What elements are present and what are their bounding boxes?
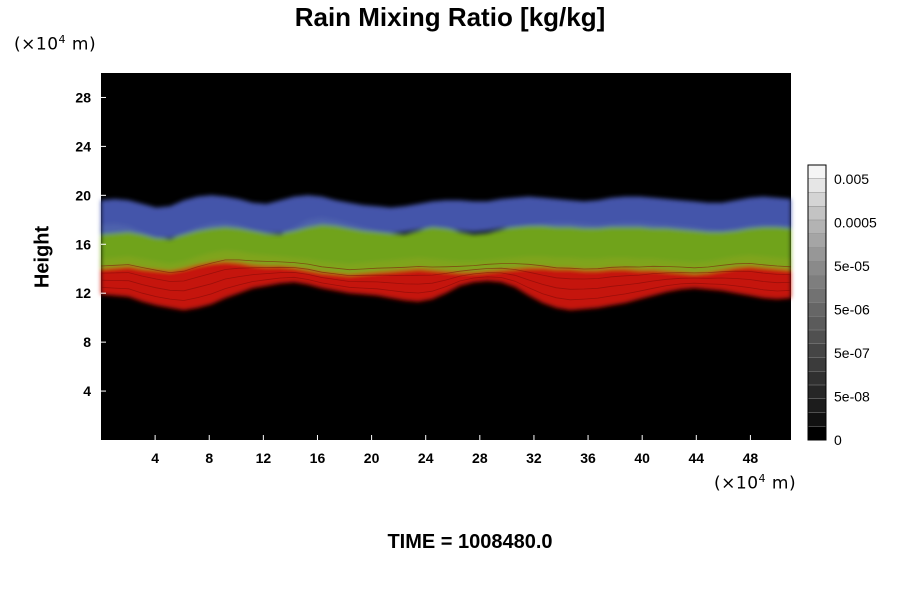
colorbar-swatch [808, 178, 826, 193]
colorbar-swatch [808, 330, 826, 345]
x-tick-label: 44 [689, 450, 705, 466]
colorbar-swatch [808, 192, 826, 207]
x-tick-label: 28 [472, 450, 488, 466]
y-tick-label: 28 [75, 89, 91, 105]
layer-green [101, 217, 791, 275]
x-tick-label: 36 [580, 450, 596, 466]
colorbar-label: 0.0005 [834, 215, 877, 231]
y-tick-label: 8 [83, 334, 91, 350]
red-streak [100, 266, 792, 282]
colorbar-swatch [808, 275, 826, 290]
colorbar-swatch [808, 371, 826, 386]
colorbar-swatch [808, 398, 826, 413]
colorbar-swatch [808, 247, 826, 262]
red-streak [100, 276, 792, 301]
x-tick-label: 16 [310, 450, 326, 466]
y-tick-label: 4 [83, 383, 91, 399]
x-axis-ticks: 4 8 12 16 20 24 28 32 36 40 44 48 [151, 435, 758, 466]
x-tick-label: 4 [151, 450, 159, 466]
colorbar-swatch [808, 385, 826, 400]
colorbar-label: 5e-08 [834, 389, 870, 405]
layer-blue [101, 195, 791, 239]
x-tick-label: 20 [364, 450, 380, 466]
colorbar-label: 0 [834, 432, 842, 448]
colorbar-swatch [808, 233, 826, 248]
x-tick-label: 24 [418, 450, 434, 466]
colorbar: 0.005 0.0005 5e-05 5e-06 5e-07 5e-08 0 [807, 164, 877, 448]
colorbar-swatch [808, 165, 826, 180]
y-unit-suffix: m) [66, 34, 97, 55]
y-unit-exponent: 4 [58, 33, 67, 46]
y-axis-ticks: 4 8 12 16 20 24 28 [75, 89, 106, 399]
colorbar-swatch [808, 220, 826, 235]
y-axis-unit: (×104 m) [14, 33, 96, 55]
x-tick-label: 12 [256, 450, 272, 466]
x-unit-prefix: (×10 [714, 473, 759, 494]
colorbar-swatch [808, 343, 826, 358]
x-unit-exponent: 4 [758, 472, 767, 485]
colorbar-label: 5e-05 [834, 258, 870, 274]
red-streak [100, 259, 792, 274]
colorbar-swatch [808, 302, 826, 317]
chart-title: Rain Mixing Ratio [kg/kg] [294, 2, 606, 32]
x-tick-label: 32 [526, 450, 542, 466]
colorbar-swatch [808, 206, 826, 221]
x-tick-label: 40 [634, 450, 650, 466]
red-streak [100, 271, 792, 292]
time-label: TIME = 1008480.0 [387, 531, 553, 553]
colorbar-swatch [808, 288, 826, 303]
x-unit-suffix: m) [766, 473, 797, 494]
colorbar-swatch [808, 412, 826, 427]
colorbar-swatch [808, 426, 826, 441]
colorbar-swatch [808, 357, 826, 372]
x-tick-label: 48 [743, 450, 759, 466]
colorbar-swatch [808, 316, 826, 331]
colorbar-frame [807, 164, 827, 441]
colorbar-label: 0.005 [834, 171, 869, 187]
x-axis-unit: (×104 m) [714, 472, 796, 494]
data-streaks [100, 259, 792, 301]
y-tick-label: 16 [75, 236, 91, 252]
y-tick-label: 24 [75, 138, 91, 154]
y-tick-label: 12 [75, 285, 91, 301]
colorbar-label: 5e-06 [834, 302, 870, 318]
y-unit-prefix: (×10 [14, 34, 59, 55]
y-tick-label: 20 [75, 187, 91, 203]
colorbar-label: 5e-07 [834, 345, 870, 361]
x-tick-label: 8 [205, 450, 213, 466]
colorbar-swatch [808, 261, 826, 276]
